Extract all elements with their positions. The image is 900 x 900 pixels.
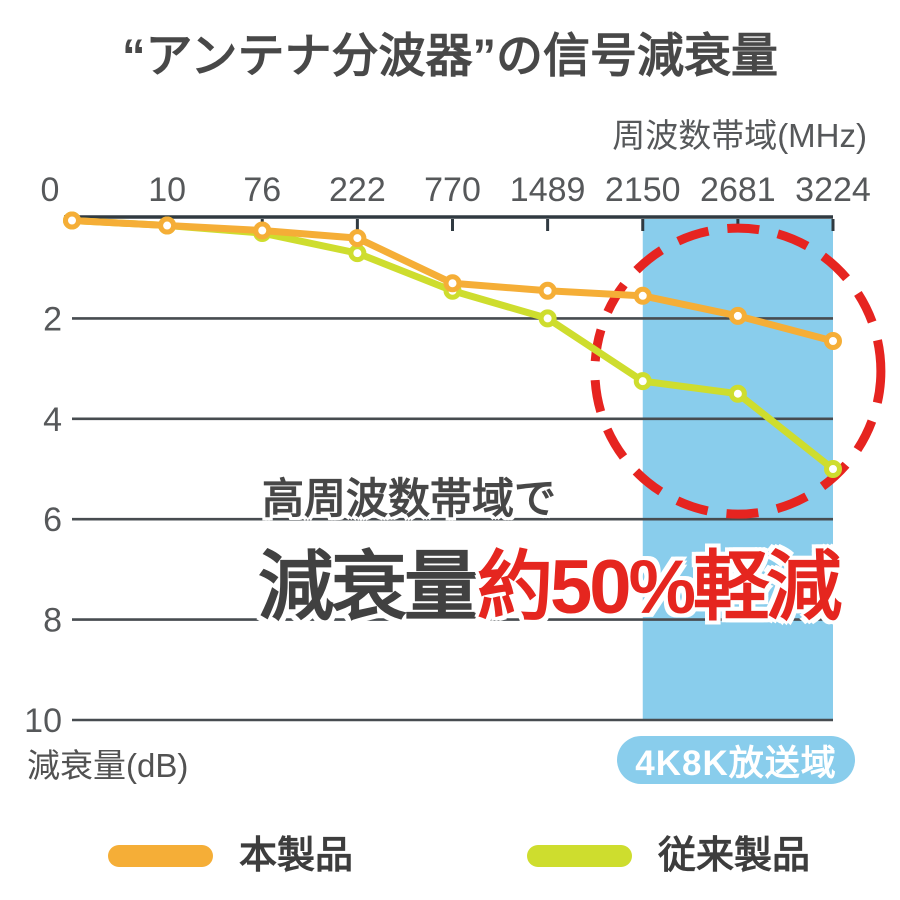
x-tick-label: 770 (424, 171, 481, 209)
y-tick-label: 8 (43, 602, 62, 640)
x-tick-label: 76 (243, 171, 281, 209)
legend-swatch-orange (108, 845, 213, 867)
highlight-dashed-circle (590, 223, 886, 519)
4k8k-highlight-band (642, 219, 833, 720)
legend-swatch-green (527, 845, 632, 867)
attenuation-axis-label: 減衰量(dB) (27, 747, 189, 784)
y-tick-label: 10 (24, 702, 62, 740)
data-point (824, 460, 842, 478)
x-tick-label: 222 (329, 171, 386, 209)
legend-label-this-product: 本製品 (239, 835, 354, 877)
overlay-text-reduction: 減衰量約50%軽減 (258, 545, 842, 630)
data-point (348, 229, 367, 248)
y-tick-label: 6 (43, 501, 62, 539)
frequency-axis-label: 周波数帯域(MHz) (612, 117, 867, 154)
data-point (443, 274, 462, 293)
data-point (538, 281, 557, 300)
data-point (728, 384, 747, 403)
data-point (633, 372, 652, 391)
data-point (538, 309, 557, 328)
overlay-text-attenuation: 減衰量 (258, 545, 480, 630)
data-point (633, 286, 652, 305)
x-tick-label: 3224 (795, 171, 871, 209)
legend-item-conventional-product: 従来製品 (527, 836, 810, 876)
data-point (63, 211, 81, 230)
overlay-text-high-frequency: 高周波数帯域で (262, 475, 557, 522)
y-tick-label: 2 (43, 300, 62, 338)
data-point (158, 216, 177, 235)
data-point (253, 221, 272, 240)
y-tick-label: 4 (43, 401, 62, 439)
x-tick-label: 1489 (510, 171, 586, 209)
x-tick-label: 10 (148, 171, 186, 209)
data-point (824, 331, 842, 350)
x-tick-label: 2681 (700, 171, 776, 209)
data-point (728, 306, 747, 325)
legend-label-conventional-product: 従来製品 (658, 835, 811, 877)
overlay-text-50-percent: 約50%軽減 (477, 545, 842, 630)
x-tick-label: 0 (41, 171, 60, 209)
data-point (348, 244, 367, 263)
x-tick-label: 2150 (605, 171, 681, 209)
chart-title: “アンテナ分波器”の信号減衰量 (121, 29, 779, 82)
legend-item-this-product: 本製品 (108, 836, 353, 876)
4k8k-band-badge: 4K8K放送域 (617, 736, 855, 784)
